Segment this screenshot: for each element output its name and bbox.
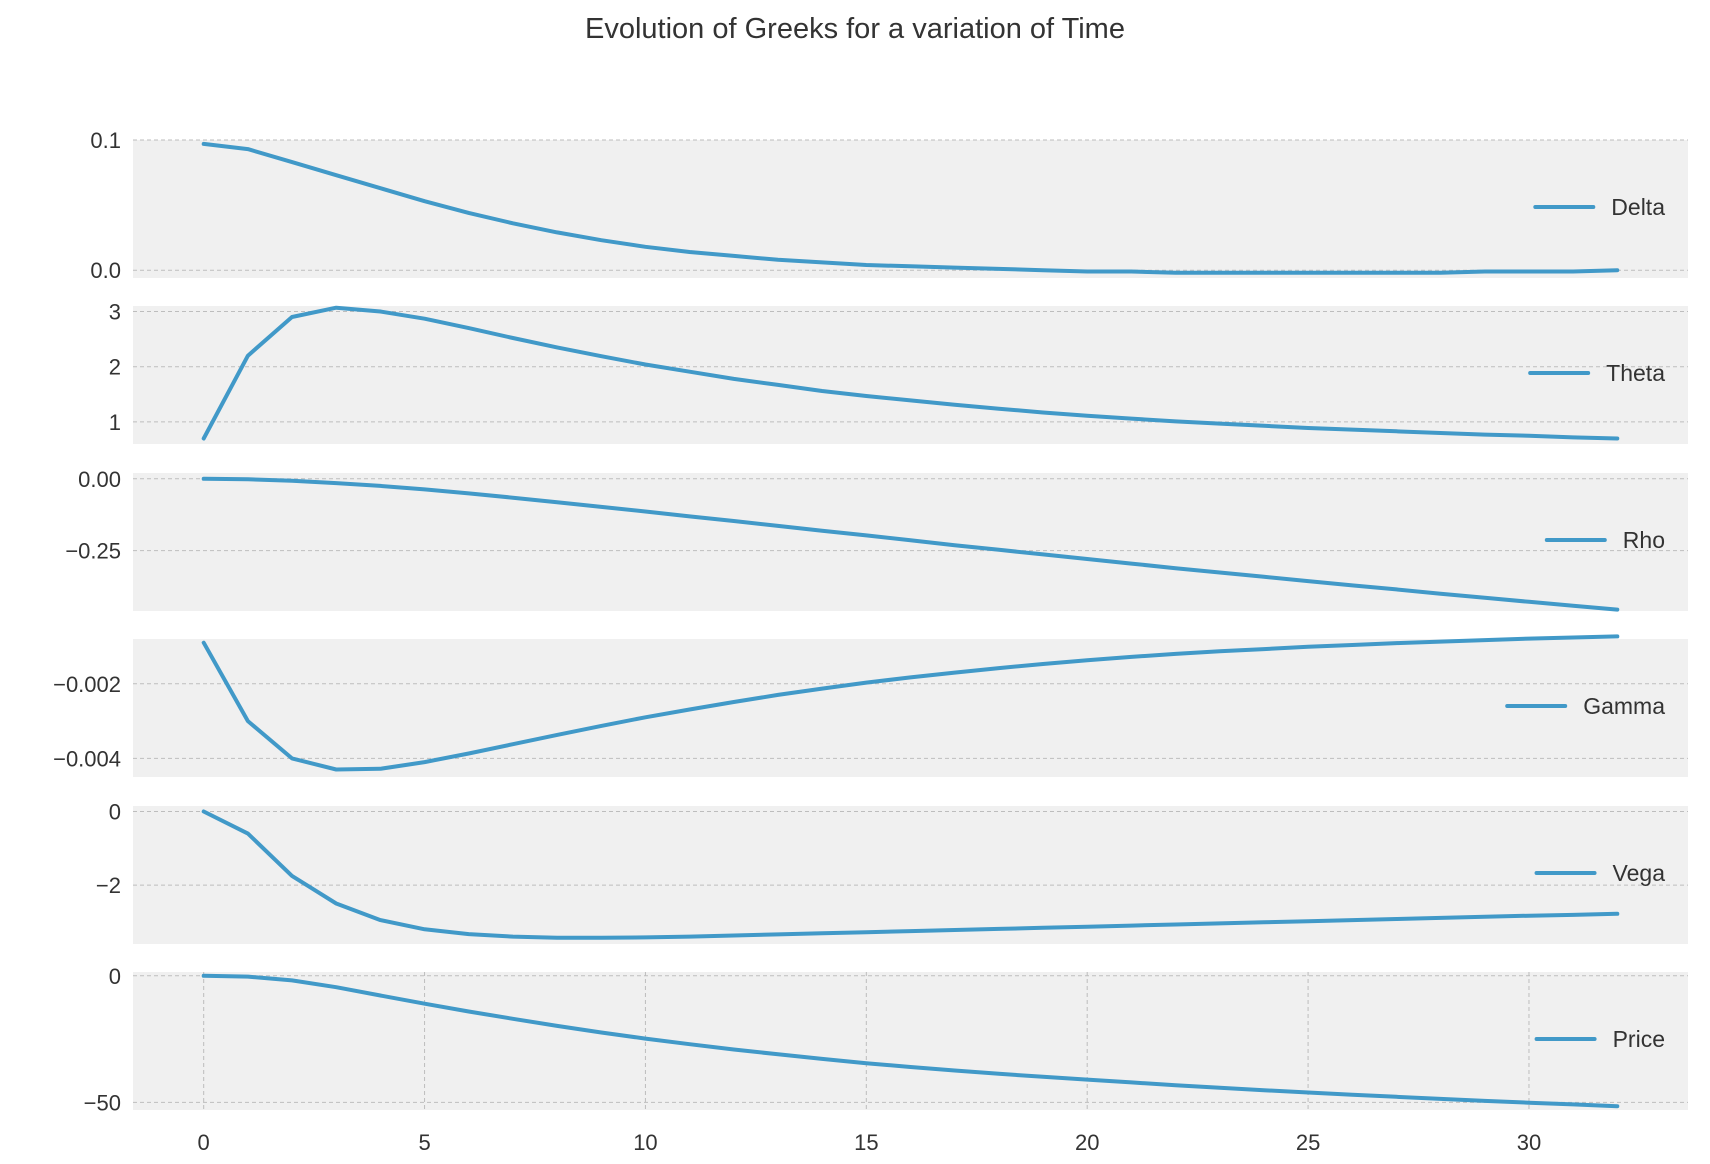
rho-y-tick-label: 0.00 [78,467,121,492]
delta-subplot: 0.0 0.1 Delta [90,128,1688,283]
price-plot-area [133,972,1688,1110]
price-y-tick-label: 0 [109,964,121,989]
vega-plot-area [133,806,1688,944]
gamma-legend: Gamma [1505,693,1665,719]
delta-legend: Delta [1533,194,1665,220]
price-legend: Price [1534,1026,1665,1052]
theta-y-tick-label: 1 [109,410,121,435]
x-tick-label: 15 [854,1130,878,1155]
delta-plot-area [133,140,1688,278]
delta-legend-label: Delta [1611,194,1665,220]
theta-legend-label: Theta [1606,360,1665,386]
theta-series-line [201,305,1620,441]
gamma-y-tick-label: −0.004 [53,746,121,771]
vega-series-line [201,809,1620,940]
gamma-subplot: −0.004 −0.002 Gamma [53,634,1688,777]
theta-y-tick-label: 2 [109,355,121,380]
gamma-series-line [201,634,1620,772]
x-tick-label: 25 [1296,1130,1320,1155]
x-tick-label: 20 [1075,1130,1099,1155]
theta-y-tick-label: 3 [109,300,121,325]
x-tick-label: 5 [418,1130,430,1155]
vega-y-tick-label: −2 [96,873,121,898]
subplot-stack: 0.00.1Delta123Theta−0.250.00Rho−0.004−0.… [53,128,1688,1155]
delta-series-line [201,141,1620,275]
vega-subplot: −2 0 Vega [96,800,1688,944]
gamma-y-tick-label: −0.002 [53,672,121,697]
rho-legend-label: Rho [1623,527,1665,553]
theta-subplot: 1 2 3 Theta [109,300,1688,444]
vega-y-tick-label: 0 [109,800,121,825]
x-tick-label: 30 [1517,1130,1541,1155]
delta-y-tick-label: 0.1 [90,128,121,153]
price-series-line [201,973,1620,1109]
x-tick-label: 0 [198,1130,210,1155]
vega-legend: Vega [1534,860,1666,886]
price-subplot: −50 0 0 5 10 15 20 25 30 Price [84,964,1688,1155]
gamma-plot-area [133,639,1688,777]
theta-legend: Theta [1528,360,1665,386]
rho-legend: Rho [1544,527,1665,553]
x-tick-label: 10 [633,1130,657,1155]
vega-legend-label: Vega [1613,860,1666,886]
rho-series-line [201,476,1620,612]
delta-y-tick-label: 0.0 [90,258,121,283]
rho-y-tick-label: −0.25 [65,539,121,564]
rho-subplot: −0.25 0.00 Rho [65,467,1688,612]
gamma-legend-label: Gamma [1583,693,1665,719]
figure-title: Evolution of Greeks for a variation of T… [585,13,1125,45]
price-legend-label: Price [1613,1026,1665,1052]
theta-plot-area [133,306,1688,444]
price-y-tick-label: −50 [84,1090,121,1115]
